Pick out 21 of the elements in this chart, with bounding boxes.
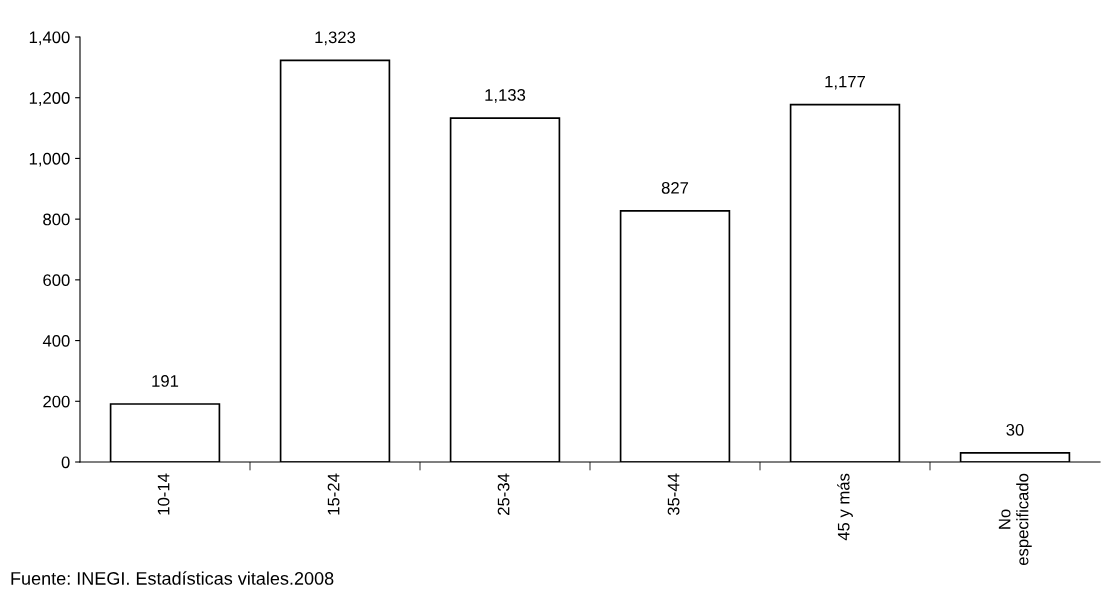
y-tick-label: 600 (43, 274, 70, 287)
x-tick-label: 15-24 (327, 473, 340, 515)
x-tick-label: No especificado (998, 473, 1032, 566)
data-label: 1,323 (315, 31, 356, 46)
x-tick-label: 45 y más (837, 473, 853, 541)
data-label: 30 (1006, 423, 1024, 436)
data-label: 827 (661, 181, 689, 194)
data-label: 1,133 (485, 89, 526, 103)
y-tick-label: 400 (42, 334, 70, 347)
y-tick-label: 0 (61, 456, 70, 469)
y-tick-label: 800 (43, 213, 70, 226)
data-label: 1,177 (825, 75, 866, 90)
y-tick-label: 200 (43, 395, 70, 408)
y-tick-label: 1,400 (29, 31, 70, 46)
x-tick-label: 25-34 (497, 473, 510, 515)
y-tick-label: 1,000 (29, 152, 70, 167)
x-tick-label: 10-14 (157, 473, 170, 515)
source-note: Fuente: INEGI. Estadísticas vitales.2008 (11, 571, 334, 585)
x-tick-label: 35-44 (667, 473, 680, 516)
y-tick-label: 1,200 (29, 92, 70, 106)
data-label: 191 (152, 375, 179, 387)
